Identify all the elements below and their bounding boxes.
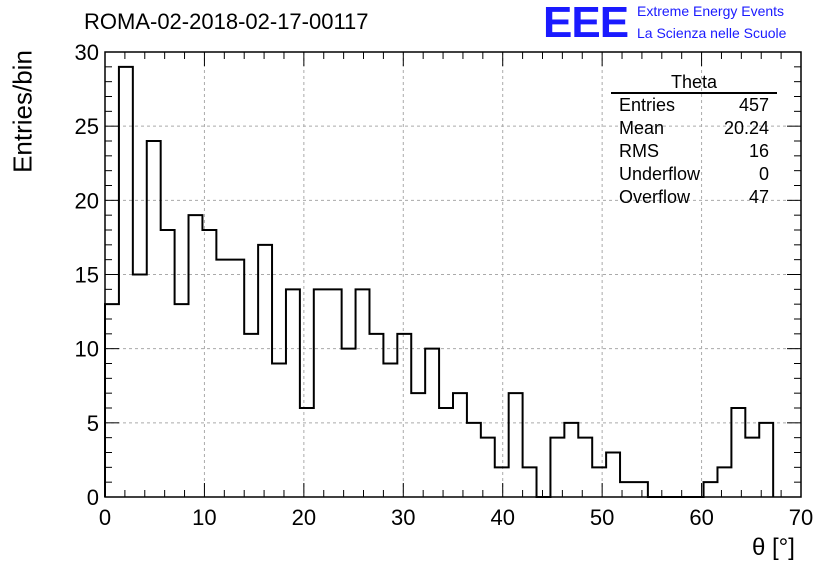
stats-label: RMS (619, 141, 659, 161)
y-tick-label: 30 (75, 40, 99, 65)
logo-tagline-2: La Scienza nelle Scuole (637, 25, 787, 41)
stats-value: 16 (748, 141, 769, 161)
y-tick-label: 0 (87, 485, 99, 510)
run-title: ROMA-02-2018-02-17-00117 (84, 9, 369, 34)
stats-box: Theta Entries 457 Mean 20.24 RMS 16 Underfl… (611, 72, 777, 209)
x-tick-label: 10 (192, 505, 216, 530)
logo-tagline-1: Extreme Energy Events (637, 3, 785, 19)
stats-label: Entries (619, 95, 676, 115)
x-tick-label: 60 (689, 505, 713, 530)
stats-row-entries: Entries 457 (611, 94, 777, 117)
y-tick-label: 5 (87, 411, 99, 436)
y-tick-label: 25 (75, 114, 99, 139)
x-tick-label: 20 (292, 505, 316, 530)
x-axis-label: θ [°] (752, 534, 795, 561)
plot-frame (104, 51, 802, 498)
x-tick-label: 30 (391, 505, 415, 530)
eee-logo: EEE (543, 0, 629, 47)
x-tick-label: 70 (789, 505, 813, 530)
stats-row-rms: RMS 16 (611, 140, 777, 163)
x-tick-label: 50 (590, 505, 614, 530)
x-tick-label: 40 (490, 505, 514, 530)
stats-value: 0 (758, 164, 769, 184)
y-axis-label: Entries/bin (7, 50, 38, 173)
histogram-step-line (104, 65, 775, 498)
stats-label: Overflow (619, 187, 691, 207)
x-tick-label: 0 (99, 505, 111, 530)
y-tick-label: 15 (75, 263, 99, 288)
stats-value: 457 (738, 95, 769, 115)
stats-value: 47 (748, 187, 769, 207)
y-tick-label: 20 (75, 188, 99, 213)
stats-label: Underflow (619, 164, 701, 184)
stats-label: Mean (619, 118, 665, 138)
stats-row-mean: Mean 20.24 (611, 117, 777, 140)
stats-row-underflow: Underflow 0 (611, 163, 777, 186)
stats-row-overflow: Overflow 47 (611, 186, 777, 209)
stats-title: Theta (611, 72, 777, 94)
y-tick-label: 10 (75, 337, 99, 362)
stats-value: 20.24 (723, 118, 769, 138)
